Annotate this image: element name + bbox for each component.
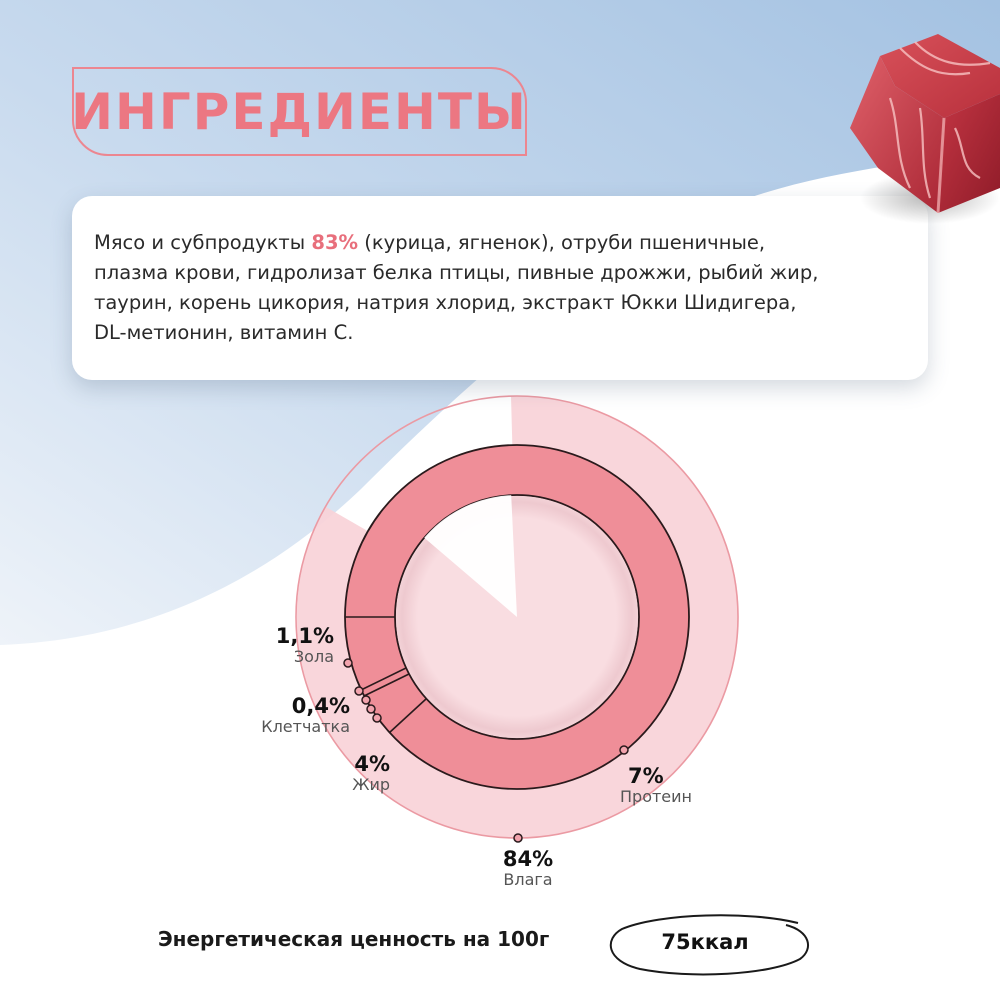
marker-dots <box>343 658 629 843</box>
marker-fiber-2 <box>361 695 371 705</box>
label-moisture-value: 84% <box>502 847 554 871</box>
label-protein: 7% Протеин <box>620 765 720 807</box>
meat-percentage-highlight: 83% <box>311 231 359 254</box>
ingredients-card: Мясо и субпродукты 83% (курица, ягненок)… <box>72 196 928 380</box>
meat-cube-image <box>850 34 1000 224</box>
ingredients-line-1-after: (курица, ягненок), отруби пшеничные, <box>358 231 766 254</box>
marker-ash <box>343 658 353 668</box>
ingredients-text: Мясо и субпродукты 83% (курица, ягненок)… <box>94 228 914 348</box>
label-fat: 4% Жир <box>300 753 390 795</box>
label-moisture: 84% Влага <box>488 848 568 890</box>
divider-fiber-b <box>363 673 410 697</box>
divider-fat <box>388 698 427 734</box>
ingredients-line-1: Мясо и субпродукты 83% (курица, ягненок)… <box>94 228 914 258</box>
label-protein-name: Протеин <box>620 787 692 806</box>
ingredients-line-2: плазма крови, гидролизат белка птицы, пи… <box>94 261 819 284</box>
label-fiber: 0,4% Клетчатка <box>240 695 350 737</box>
inner-ring <box>344 444 690 790</box>
label-protein-value: 7% <box>628 764 664 788</box>
label-ash-value: 1,1% <box>275 624 334 648</box>
divider-fiber-a <box>360 667 407 691</box>
label-ash: 1,1% Зола <box>250 625 334 667</box>
energy-label: Энергетическая ценность на 100г <box>158 927 550 951</box>
energy-value-badge: 75ккал <box>600 905 810 985</box>
label-moisture-name: Влага <box>503 870 553 889</box>
label-fiber-value: 0,4% <box>291 694 350 718</box>
marker-fiber-1 <box>354 686 364 696</box>
marker-moisture <box>513 833 523 843</box>
marker-fat-2 <box>372 713 382 723</box>
ingredients-line-4: DL-метионин, витамин С. <box>94 321 354 344</box>
label-fiber-name: Клетчатка <box>261 717 350 736</box>
label-ash-name: Зола <box>293 647 334 666</box>
marker-protein <box>619 745 629 755</box>
page-title: Ингредиенты <box>71 82 528 141</box>
marker-fat-1 <box>366 704 376 714</box>
label-fat-value: 4% <box>354 752 390 776</box>
ingredients-line-1-before: Мясо и субпродукты <box>94 231 312 254</box>
energy-value: 75ккал <box>661 930 749 954</box>
title-box: Ингредиенты <box>71 67 528 156</box>
ingredients-line-3: таурин, корень цикория, натрия хлорид, э… <box>94 291 797 314</box>
hand-drawn-oval-icon <box>609 914 810 976</box>
label-fat-name: Жир <box>352 775 390 794</box>
